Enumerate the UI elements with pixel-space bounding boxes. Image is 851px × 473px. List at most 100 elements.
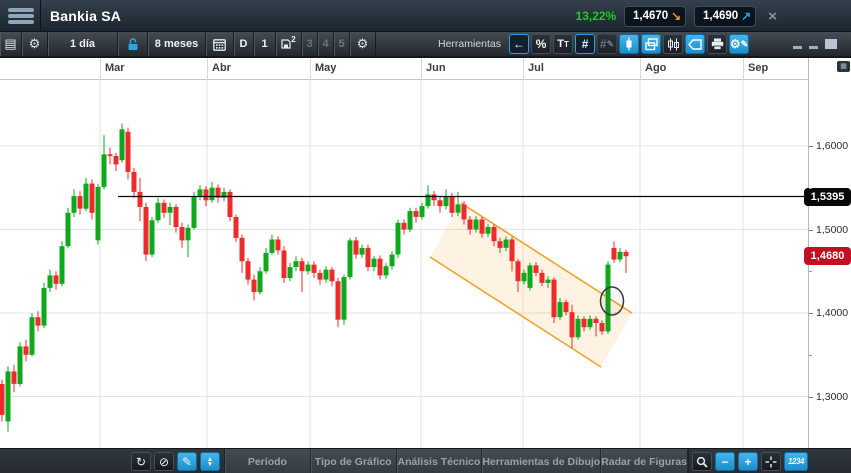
bottom-toolbar: ↻ ⊘ ✎ ▲ ▼ Período Tipo de Gráfico Análisis … <box>0 448 851 473</box>
clear-drawings-button[interactable]: ⊘ <box>154 452 174 471</box>
month-gridline <box>207 58 208 80</box>
period-d-button[interactable]: D <box>234 32 254 56</box>
sell-price-value: 1,4670 <box>632 10 669 22</box>
divider <box>40 0 41 32</box>
show-values-button[interactable]: 1234 <box>784 452 808 471</box>
plus-icon: + <box>744 454 752 469</box>
grid-icon: # <box>581 37 589 51</box>
price-tick-label: 1,3000 <box>816 390 849 403</box>
range-button[interactable]: 8 meses <box>148 32 206 56</box>
price-minor-tick <box>809 187 812 189</box>
month-gridline <box>100 58 101 80</box>
tab-an-lisis-t-cnico[interactable]: Análisis Técnico <box>397 449 483 473</box>
candlestick-type-button[interactable] <box>619 34 640 54</box>
price-chart-canvas[interactable] <box>0 80 808 448</box>
gear-icon: ⚙ <box>28 36 41 51</box>
settings-button[interactable]: ⚙ <box>22 32 48 56</box>
price-minor-tick <box>809 271 812 273</box>
gear-icon: ⚙ <box>356 36 369 51</box>
tab-herramientas-de-dibujo[interactable]: Herramientas de Dibujo <box>482 449 602 473</box>
undo-button[interactable]: ← <box>509 34 530 54</box>
price-tick-label: 1,5000 <box>816 223 849 236</box>
month-label: Mar <box>105 62 125 74</box>
candles <box>0 123 629 432</box>
last-price-tag: 1,4680 <box>804 247 851 266</box>
chart-settings-button[interactable]: ⚙ <box>350 32 376 56</box>
month-label: Sep <box>748 62 769 74</box>
window-maximize-icon[interactable] <box>825 39 837 49</box>
crosshair-button[interactable] <box>761 452 781 471</box>
hamburger-menu-icon[interactable] <box>8 6 34 26</box>
month-label: May <box>315 62 337 74</box>
month-gridline <box>743 58 744 80</box>
list-icon: ▤ <box>4 36 17 51</box>
pencil-icon: ✎ <box>181 454 193 469</box>
save-layout-button[interactable]: 2 <box>276 32 302 56</box>
printer-icon <box>711 38 723 50</box>
lock-button[interactable] <box>118 32 148 56</box>
price-tick <box>809 229 813 231</box>
axis-settings-icon[interactable]: ▦ <box>837 61 850 72</box>
tab-radar-de-figuras[interactable]: Radar de Figuras <box>601 449 688 473</box>
close-icon[interactable]: × <box>768 7 777 25</box>
draw-mode-button[interactable]: ✎ <box>177 452 197 471</box>
price-axis[interactable]: ▦ 1,5395 1,4680 1,6000 1,5000 1,4000 1,3000 <box>804 58 851 448</box>
price-minor-tick <box>809 354 812 356</box>
calendar-button[interactable] <box>206 32 234 56</box>
sell-price-button[interactable]: 1,4670 ↘ <box>624 5 687 27</box>
instrument-title: Bankia SA <box>50 8 122 24</box>
grid-icon: # <box>599 37 607 51</box>
price-up-arrow-icon: ↗ <box>741 9 752 23</box>
month-label: Ago <box>645 62 667 74</box>
layout-5-button[interactable]: 5 <box>334 32 350 56</box>
lock-icon <box>128 37 137 50</box>
bottom-tab-strip: Período Tipo de Gráfico Análisis Técnico He… <box>224 449 689 473</box>
percent-scale-button[interactable]: % <box>531 34 552 54</box>
month-gridline <box>640 58 641 80</box>
price-tick <box>809 396 813 398</box>
grid-edit-button[interactable]: # ✎ <box>597 34 618 54</box>
window-restore-icon[interactable] <box>809 46 818 49</box>
month-gridline <box>421 58 422 80</box>
refresh-icon: ↻ <box>135 454 147 469</box>
layout-3-button[interactable]: 3 <box>302 32 318 56</box>
change-percent: 13,22% <box>575 9 617 23</box>
ellipse-annotation[interactable] <box>599 286 625 316</box>
buy-price-button[interactable]: 1,4690 ↗ <box>694 5 757 27</box>
refresh-button[interactable]: ↻ <box>131 452 151 471</box>
percent-icon: % <box>535 37 547 51</box>
grid-toggle-button[interactable]: # <box>575 34 596 54</box>
print-button[interactable] <box>707 34 728 54</box>
tab-per-odo[interactable]: Período <box>225 449 311 473</box>
pencil-icon: ✎ <box>740 38 749 49</box>
save-icon <box>281 39 291 49</box>
compare-series-button[interactable] <box>663 34 684 54</box>
compare-candles-icon <box>667 38 679 50</box>
save-superscript: 2 <box>291 34 296 44</box>
buy-price-value: 1,4690 <box>702 10 739 22</box>
zoom-button[interactable] <box>692 452 712 471</box>
month-gridline <box>523 58 524 80</box>
layout-4-button[interactable]: 4 <box>318 32 334 56</box>
multi-window-button[interactable] <box>641 34 662 54</box>
magnifier-icon <box>696 456 708 468</box>
panel-controls <box>793 39 837 49</box>
price-tick-label: 1,4000 <box>816 307 849 319</box>
layout-1-button[interactable]: 1 <box>254 32 276 56</box>
tab-tipo-de-gr-fico[interactable]: Tipo de Gráfico <box>311 449 397 473</box>
zoom-out-button[interactable]: − <box>715 452 735 471</box>
up-down-arrows-icon: ▲ ▼ <box>206 455 214 468</box>
scale-adjust-button[interactable]: ▲ ▼ <box>200 452 220 471</box>
window-minimize-icon[interactable] <box>793 46 802 49</box>
news-list-button[interactable]: ▤ <box>0 32 22 56</box>
drawing-settings-button[interactable]: ⚙ ✎ <box>729 34 750 54</box>
price-label-button[interactable] <box>685 34 706 54</box>
prohibition-icon: ⊘ <box>158 454 170 469</box>
zoom-in-button[interactable]: + <box>738 452 758 471</box>
interval-button[interactable]: 1 día <box>48 32 118 56</box>
price-tick <box>809 313 813 314</box>
calendar-icon <box>213 38 226 51</box>
month-label: Abr <box>212 62 231 74</box>
